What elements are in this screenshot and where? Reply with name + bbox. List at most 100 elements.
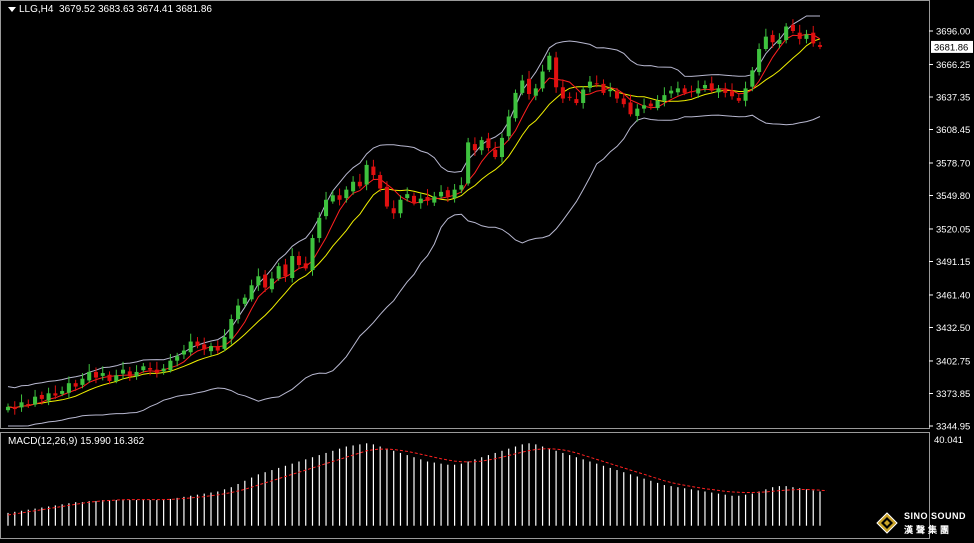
candle-body	[364, 164, 369, 185]
candle-body	[466, 142, 471, 184]
price-axis-label: 3578.70	[936, 158, 970, 169]
candle-body	[181, 350, 186, 355]
candle-body	[53, 393, 58, 396]
candle-body	[817, 45, 823, 47]
candle-body	[452, 189, 457, 199]
candle-body	[249, 285, 254, 300]
candle-body	[662, 95, 667, 101]
candle-body	[601, 83, 606, 93]
candle-body	[351, 181, 356, 192]
price-axis-label: 3520.05	[936, 224, 970, 235]
candle-body	[391, 208, 396, 214]
candle-body	[33, 396, 38, 405]
candle-body	[195, 341, 200, 347]
logo-emblem-icon	[876, 512, 898, 534]
macd-header: MACD(12,26,9) 15.990 16.362	[8, 436, 145, 447]
candle-body	[154, 369, 159, 374]
price-axis-label: 3461.40	[936, 290, 970, 301]
symbol-timeframe: LLG,H4	[19, 4, 54, 15]
candle-body	[790, 24, 795, 31]
candle-body	[378, 175, 383, 189]
candle-body	[587, 81, 592, 88]
candle-body	[188, 341, 193, 353]
candle-body	[642, 105, 647, 109]
candle-body	[418, 198, 423, 204]
candle-body	[784, 26, 789, 41]
candle-body	[276, 266, 281, 279]
candle-body	[574, 99, 579, 104]
candle-body	[296, 256, 301, 266]
candle-body	[405, 194, 410, 199]
candle-body	[614, 91, 620, 99]
candle-body	[290, 256, 295, 278]
current-price-box	[931, 40, 973, 53]
ohlc-values: 3679.52 3683.63 3674.41 3681.86	[59, 4, 212, 15]
candle-body	[175, 356, 180, 361]
candle-body	[371, 166, 376, 176]
logo-cn-text: 漢聲集團	[904, 525, 953, 535]
price-pane-border	[0, 0, 930, 429]
candle-body	[242, 297, 247, 304]
logo-brand-text: SINO SOUND	[904, 511, 967, 521]
candle-body	[608, 89, 613, 92]
candle-body	[547, 55, 552, 70]
candle-body	[499, 137, 504, 158]
candle-body	[567, 96, 572, 98]
dropdown-triangle-icon[interactable]	[8, 6, 16, 12]
candle-body	[757, 49, 762, 73]
candle-body	[432, 196, 437, 203]
candle-body	[675, 88, 680, 93]
candle-body	[263, 274, 268, 288]
candle-body	[696, 88, 701, 94]
candle-body	[202, 344, 207, 350]
candle-body	[26, 404, 31, 406]
candle-body	[594, 83, 599, 85]
candle-body	[93, 371, 98, 378]
candle-body	[702, 85, 707, 89]
candle-body	[168, 360, 173, 371]
candle-body	[398, 199, 403, 214]
candle-body	[141, 366, 146, 371]
candle-body	[127, 371, 132, 377]
candle-body	[520, 80, 525, 93]
candle-body	[459, 185, 464, 190]
candle-body	[527, 78, 532, 95]
price-axis-label: 3637.35	[936, 92, 970, 103]
sino-sound-logo: SINO SOUND 漢聲集團	[872, 508, 972, 542]
candle-body	[479, 140, 484, 151]
macd-axis-label: 40.041	[934, 435, 963, 446]
candle-body	[804, 34, 809, 39]
candle-body	[19, 402, 24, 408]
candle-body	[5, 406, 11, 411]
candle-body	[770, 34, 775, 43]
candle-body	[736, 97, 741, 101]
candle-body	[621, 98, 626, 105]
candle-body	[811, 32, 816, 44]
candle-body	[743, 88, 748, 101]
bollinger-lower-line	[8, 114, 821, 427]
candle-body	[80, 378, 85, 385]
candle-body	[730, 91, 735, 97]
price-axis-label: 3491.15	[936, 257, 970, 268]
candle-body	[493, 149, 498, 158]
candle-body	[222, 337, 227, 349]
price-axis-label: 3373.85	[936, 389, 970, 400]
candle-body	[384, 186, 389, 207]
macd-pane-border	[0, 432, 930, 539]
candle-body	[472, 144, 477, 151]
candle-body	[39, 395, 44, 399]
candle-body	[114, 375, 119, 381]
candle-body	[411, 195, 417, 204]
candle-body	[236, 305, 241, 320]
price-axis-label: 3666.25	[936, 60, 970, 71]
candle-body	[208, 346, 214, 352]
current-price-label: 3681.86	[934, 42, 968, 53]
candle-body	[506, 116, 511, 137]
candle-body	[655, 100, 660, 109]
candle-body	[256, 276, 261, 286]
candle-body	[87, 371, 92, 381]
candle-body	[750, 70, 755, 87]
candle-body	[330, 195, 335, 202]
candle-body	[689, 91, 694, 93]
